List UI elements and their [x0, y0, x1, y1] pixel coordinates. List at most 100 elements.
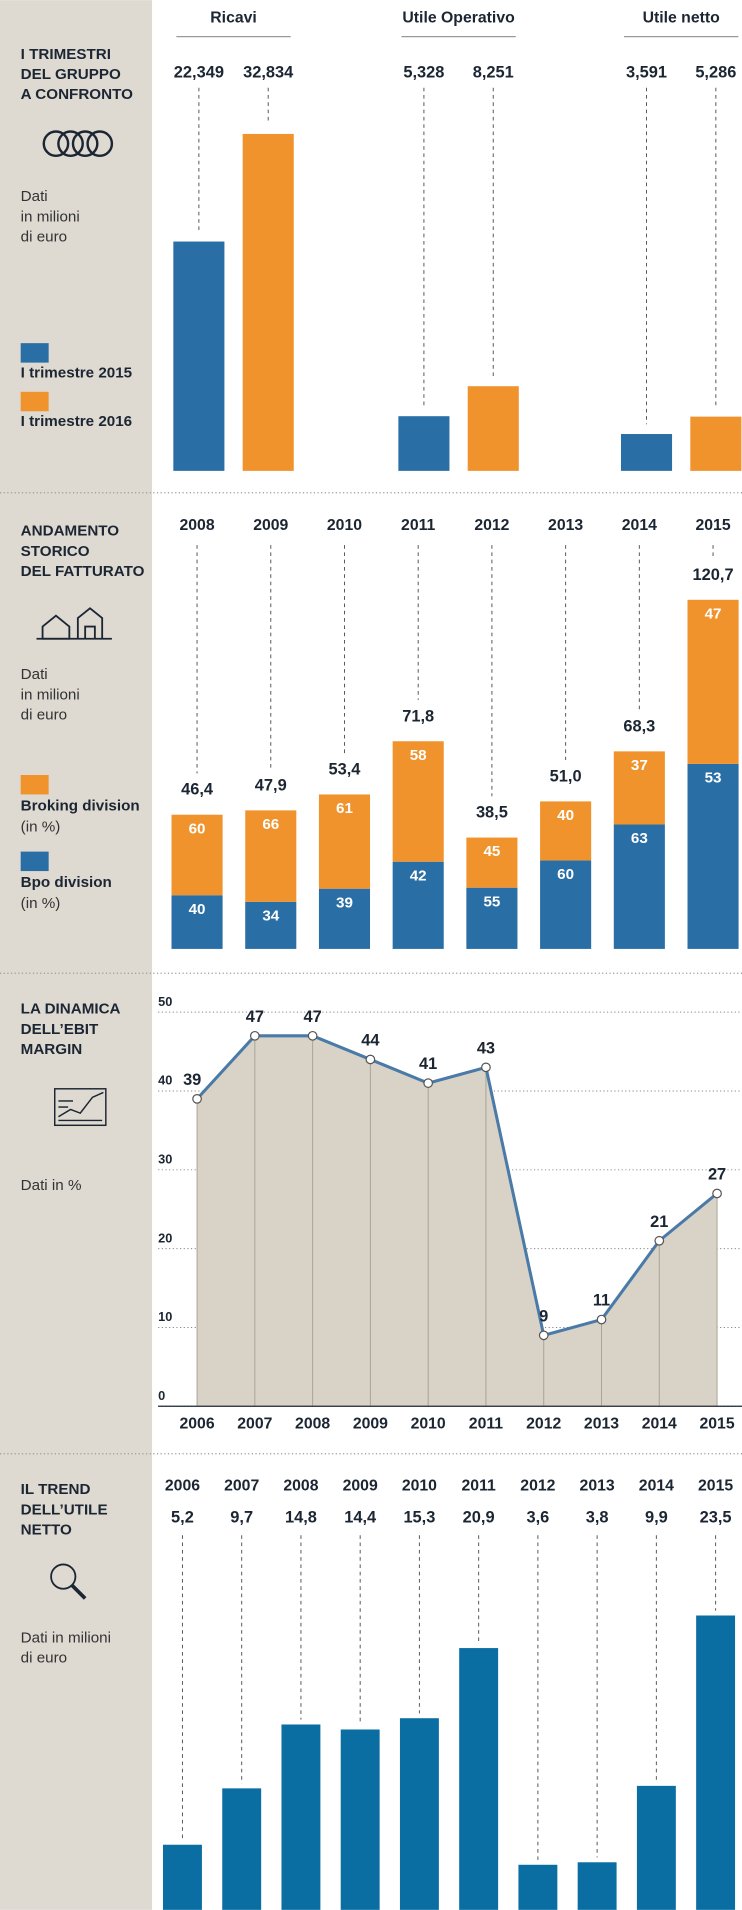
bar-segment [245, 901, 297, 949]
total-label: 38,5 [476, 804, 508, 822]
value-label: 32,834 [243, 63, 294, 81]
panel-title: DELL’UTILE [21, 1501, 108, 1518]
legend-unit: (in %) [21, 895, 61, 912]
bar [222, 1788, 262, 1910]
category-label: 2011 [462, 1478, 496, 1495]
category-label: 2010 [402, 1478, 437, 1495]
x-tick-label: 2007 [237, 1416, 272, 1433]
point [712, 1188, 722, 1199]
value-label: 44 [361, 1032, 380, 1050]
bar-segment [540, 801, 592, 861]
value-label: 20,9 [463, 1509, 495, 1527]
panel-subtitle: in milioni [21, 686, 80, 703]
panel-subtitle: in milioni [21, 208, 80, 225]
total-label: 47,9 [255, 776, 287, 794]
y-tick-label: 10 [158, 1309, 172, 1324]
bar [398, 416, 450, 471]
legend-swatch [20, 343, 49, 363]
value-label: 9,9 [645, 1509, 668, 1527]
category-label: 2013 [548, 517, 583, 534]
x-tick-label: 2010 [411, 1416, 446, 1433]
bar [636, 1785, 676, 1910]
value-label: 3,6 [526, 1509, 549, 1527]
category-label: 2015 [698, 1478, 733, 1495]
legend-label: Bpo division [21, 874, 112, 891]
point [481, 1062, 491, 1073]
bar [467, 386, 519, 471]
panel-subtitle: Dati [21, 666, 48, 683]
y-tick-label: 30 [158, 1151, 172, 1166]
panel-title: LA DINAMICA [21, 1001, 121, 1018]
bar-segment [392, 741, 444, 862]
value-label: 5,286 [695, 63, 736, 81]
panel-title: STORICO [21, 543, 90, 560]
value-label: 41 [419, 1055, 437, 1073]
bar-segment [540, 860, 592, 949]
value-label: 15,3 [403, 1509, 435, 1527]
panel-title: NETTO [21, 1521, 72, 1538]
total-label: 68,3 [623, 717, 655, 735]
total-label: 71,8 [402, 707, 434, 725]
segment-label: 42 [410, 867, 427, 884]
x-tick-label: 2008 [295, 1416, 330, 1433]
segment-label: 58 [410, 747, 427, 764]
x-tick-label: 2011 [469, 1416, 503, 1433]
segment-label: 40 [189, 901, 206, 918]
line [195, 1034, 719, 1338]
segment-label: 60 [557, 866, 574, 883]
value-label: 47 [303, 1008, 321, 1026]
segment-label: 37 [631, 757, 648, 774]
legend-swatch [20, 774, 49, 795]
value-label: 22,349 [174, 63, 224, 81]
total-label: 51,0 [550, 767, 582, 785]
area-fill [197, 1035, 718, 1407]
total-label: 46,4 [181, 781, 214, 799]
category-label: 2009 [343, 1478, 378, 1495]
legend-swatch [20, 851, 49, 872]
category-label: 2013 [580, 1478, 615, 1495]
category-label: 2014 [639, 1478, 674, 1495]
point [538, 1330, 549, 1341]
bar-segment [613, 751, 665, 825]
category-label: 2006 [165, 1478, 200, 1495]
legend-swatch [20, 391, 49, 412]
category-label: 2014 [622, 517, 657, 534]
houses-icon [36, 607, 112, 640]
panel-subtitle: di euro [21, 706, 67, 723]
panel-subtitle: Dati in % [21, 1177, 82, 1194]
bar [518, 1864, 558, 1910]
legend-label: I trimestre 2016 [21, 413, 132, 430]
segment-label: 55 [483, 893, 500, 910]
value-label: 11 [593, 1292, 610, 1310]
legend-unit: (in %) [21, 818, 61, 835]
panel-title: DEL GRUPPO [21, 66, 121, 83]
value-label: 39 [183, 1071, 201, 1089]
rings-icon [42, 130, 114, 158]
segment-label: 63 [631, 830, 648, 847]
category-label: 2012 [520, 1478, 555, 1495]
category-label: Utile Operativo [402, 10, 515, 27]
segment-label: 60 [189, 820, 206, 837]
category-label: 2009 [253, 517, 288, 534]
bar-segment [466, 837, 518, 888]
point [365, 1054, 376, 1065]
value-label: 23,5 [700, 1509, 732, 1527]
category-label: Utile netto [643, 10, 721, 27]
panel-title: ANDAMENTO [21, 523, 120, 540]
y-tick-label: 0 [158, 1388, 165, 1403]
x-tick-label: 2009 [353, 1416, 388, 1433]
bar-segment [466, 887, 518, 949]
point [192, 1094, 202, 1104]
x-tick-label: 2015 [699, 1416, 734, 1433]
y-tick-label: 50 [158, 994, 172, 1009]
bar-segment [613, 824, 665, 949]
bar [242, 133, 294, 471]
value-label: 47 [246, 1008, 264, 1026]
category-label: 2007 [224, 1478, 259, 1495]
value-label: 43 [477, 1039, 495, 1057]
y-tick-label: 20 [158, 1230, 172, 1245]
bar-segment [687, 763, 739, 949]
value-label: 5,328 [403, 63, 444, 81]
bar [620, 434, 673, 471]
x-tick-label: 2006 [179, 1416, 214, 1433]
